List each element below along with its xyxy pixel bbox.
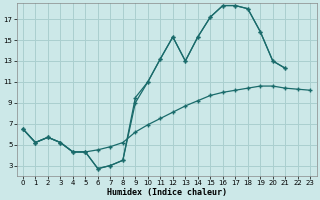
X-axis label: Humidex (Indice chaleur): Humidex (Indice chaleur) [107,188,227,197]
